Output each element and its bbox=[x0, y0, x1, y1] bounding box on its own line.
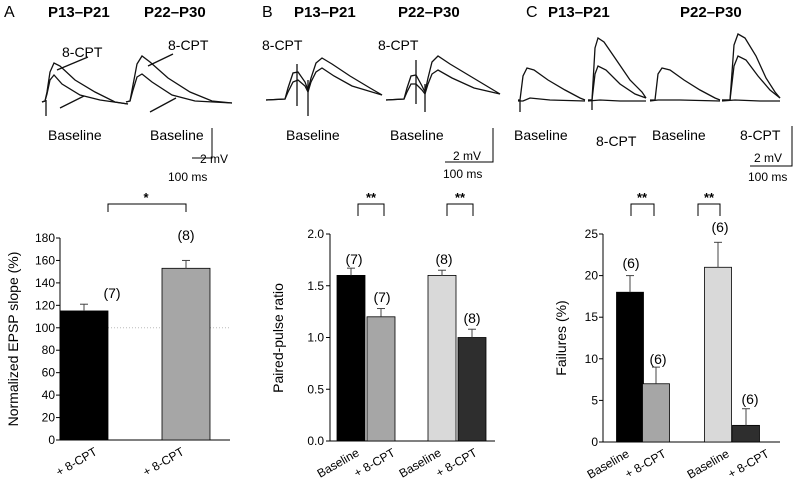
panel-c-young-drug-label: 8-CPT bbox=[596, 133, 637, 149]
panel-c-traces: Baseline 8-CPT Baseline 8-CPT 2 mV 100 m… bbox=[514, 33, 793, 184]
chart-a-n-1: (8) bbox=[177, 227, 194, 243]
chart-b-n-1: (7) bbox=[373, 289, 390, 305]
chart-b: 0.00.51.01.52.0 Paired-pulse ratio Basel… bbox=[270, 190, 495, 481]
chart-a-sig-label: * bbox=[143, 190, 149, 205]
panel-c-age-old: P22–P30 bbox=[680, 4, 742, 21]
chart-b-xtick-3: + 8-CPT bbox=[434, 445, 481, 480]
chart-c-xtick-2: Baseline bbox=[685, 446, 732, 481]
chart-c-bar-3 bbox=[732, 424, 760, 443]
chart-a-n-0: (7) bbox=[103, 285, 120, 301]
chart-b-ytick-2: 1.0 bbox=[307, 331, 324, 345]
chart-c-n-2: (6) bbox=[711, 219, 728, 235]
panel-a-scale-ms: 100 ms bbox=[168, 170, 207, 184]
chart-c-bar-0 bbox=[616, 291, 644, 443]
panel-letter-a: A bbox=[4, 4, 15, 21]
panel-b-young-drug-label: 8-CPT bbox=[262, 37, 303, 53]
chart-c-sig-label-1: ** bbox=[704, 190, 715, 205]
panel-c-scale-mv: 2 mV bbox=[754, 151, 782, 165]
chart-a-ytick-8: 160 bbox=[35, 253, 55, 267]
chart-a-ytick-0: 0 bbox=[48, 433, 55, 447]
panel-letter-c: C bbox=[526, 4, 538, 21]
chart-b-ytick-1: 0.5 bbox=[307, 382, 324, 396]
panel-b-old-baseline-label: Baseline bbox=[390, 127, 444, 143]
panel-c-old-drug-label: 8-CPT bbox=[740, 127, 781, 143]
panel-a-old-drug-label: 8-CPT bbox=[168, 37, 209, 53]
chart-c-ytick-5: 25 bbox=[585, 227, 599, 241]
chart-b-ytick-0: 0.0 bbox=[307, 434, 324, 448]
chart-b-ytick-3: 1.5 bbox=[307, 279, 324, 293]
chart-c-bar-2 bbox=[704, 266, 732, 443]
chart-a-ytick-4: 80 bbox=[42, 343, 56, 357]
chart-c-ytick-0: 0 bbox=[591, 435, 598, 449]
chart-c: 0 5 10 15 20 25 Failures (%) Baseline + 8-CPT… bbox=[553, 190, 780, 482]
panel-c-young-baseline-label: Baseline bbox=[514, 127, 568, 143]
panel-c-scale-ms: 100 ms bbox=[748, 170, 787, 184]
chart-c-sig-bracket-0 bbox=[630, 203, 655, 216]
chart-a-ytick-6: 120 bbox=[35, 298, 55, 312]
chart-c-ytick-1: 5 bbox=[591, 393, 598, 407]
panel-b-young-baseline-label: Baseline bbox=[286, 127, 340, 143]
panel-b-scale-mv: 2 mV bbox=[453, 149, 481, 163]
chart-a-ylabel: Normalized EPSP slope (%) bbox=[5, 252, 21, 427]
panel-a-age-old: P22–P30 bbox=[144, 4, 206, 21]
chart-c-sig-bracket-1 bbox=[697, 203, 721, 216]
chart-a-ytick-1: 20 bbox=[42, 411, 56, 425]
chart-b-sig-label-0: ** bbox=[366, 190, 377, 205]
chart-c-ytick-4: 20 bbox=[585, 269, 599, 283]
chart-b-ylabel: Paired-pulse ratio bbox=[270, 283, 286, 393]
chart-c-xtick-3: + 8-CPT bbox=[726, 446, 773, 481]
panel-b-traces: 8-CPT Baseline 8-CPT Baseline 2 mV 100 m… bbox=[262, 37, 501, 181]
chart-b-ytick-4: 2.0 bbox=[307, 227, 324, 241]
chart-c-xtick-0: Baseline bbox=[585, 446, 632, 481]
panel-b-age-old: P22–P30 bbox=[398, 4, 460, 21]
chart-b-bar-3 bbox=[457, 337, 487, 442]
chart-a-xtick-1: + 8-CPT bbox=[141, 444, 188, 479]
chart-c-n-0: (6) bbox=[622, 255, 639, 271]
chart-c-n-3: (6) bbox=[741, 391, 758, 407]
chart-b-bar-2 bbox=[427, 274, 457, 442]
panel-a-young-drug-label: 8-CPT bbox=[62, 44, 103, 60]
chart-b-n-3: (8) bbox=[463, 310, 480, 326]
panel-a-traces: 8-CPT Baseline 8-CPT Baseline 2 mV 100 m… bbox=[41, 37, 233, 184]
chart-c-xtick-1: + 8-CPT bbox=[623, 446, 670, 481]
panel-b-old-drug-label: 8-CPT bbox=[378, 37, 419, 53]
panel-a-scale-mv: 2 mV bbox=[200, 152, 228, 166]
panel-c-age-young: P13–P21 bbox=[548, 4, 610, 21]
chart-a-ytick-2: 40 bbox=[42, 388, 56, 402]
panel-a-age-young: P13–P21 bbox=[48, 4, 110, 21]
chart-c-ytick-3: 15 bbox=[585, 310, 599, 324]
chart-b-bar-1 bbox=[366, 316, 396, 442]
chart-b-n-2: (8) bbox=[435, 251, 452, 267]
chart-a-ytick-7: 140 bbox=[35, 276, 55, 290]
panel-a-old-baseline-label: Baseline bbox=[150, 127, 204, 143]
panel-letter-b: B bbox=[262, 4, 273, 21]
chart-a-sig-bracket bbox=[107, 203, 187, 212]
chart-a: 0 20 40 60 80 100 120 140 160 180 Normalized EPSP… bbox=[5, 190, 230, 479]
chart-c-n-1: (6) bbox=[649, 351, 666, 367]
chart-c-bar-1 bbox=[642, 383, 670, 443]
chart-b-n-0: (7) bbox=[345, 251, 362, 267]
chart-b-sig-bracket-1 bbox=[446, 203, 474, 216]
chart-a-bar-0 bbox=[59, 310, 109, 441]
chart-c-sig-label-0: ** bbox=[637, 190, 648, 205]
panel-c-old-baseline-label: Baseline bbox=[652, 127, 706, 143]
chart-b-xtick-1: + 8-CPT bbox=[352, 445, 399, 480]
chart-b-bar-0 bbox=[336, 274, 366, 442]
chart-c-ytick-2: 10 bbox=[585, 352, 599, 366]
chart-a-bar-1 bbox=[161, 267, 211, 441]
chart-a-ytick-3: 60 bbox=[42, 366, 56, 380]
chart-a-ytick-5: 100 bbox=[35, 321, 55, 335]
chart-a-xtick-0: + 8-CPT bbox=[54, 444, 101, 479]
panel-b-scale-ms: 100 ms bbox=[443, 167, 482, 181]
chart-b-sig-label-1: ** bbox=[455, 190, 466, 205]
chart-c-ylabel: Failures (%) bbox=[553, 300, 569, 375]
panel-a-young-baseline-label: Baseline bbox=[48, 127, 102, 143]
chart-b-sig-bracket-0 bbox=[357, 203, 385, 216]
panel-b-age-young: P13–P21 bbox=[294, 4, 356, 21]
chart-a-ytick-9: 180 bbox=[35, 231, 55, 245]
